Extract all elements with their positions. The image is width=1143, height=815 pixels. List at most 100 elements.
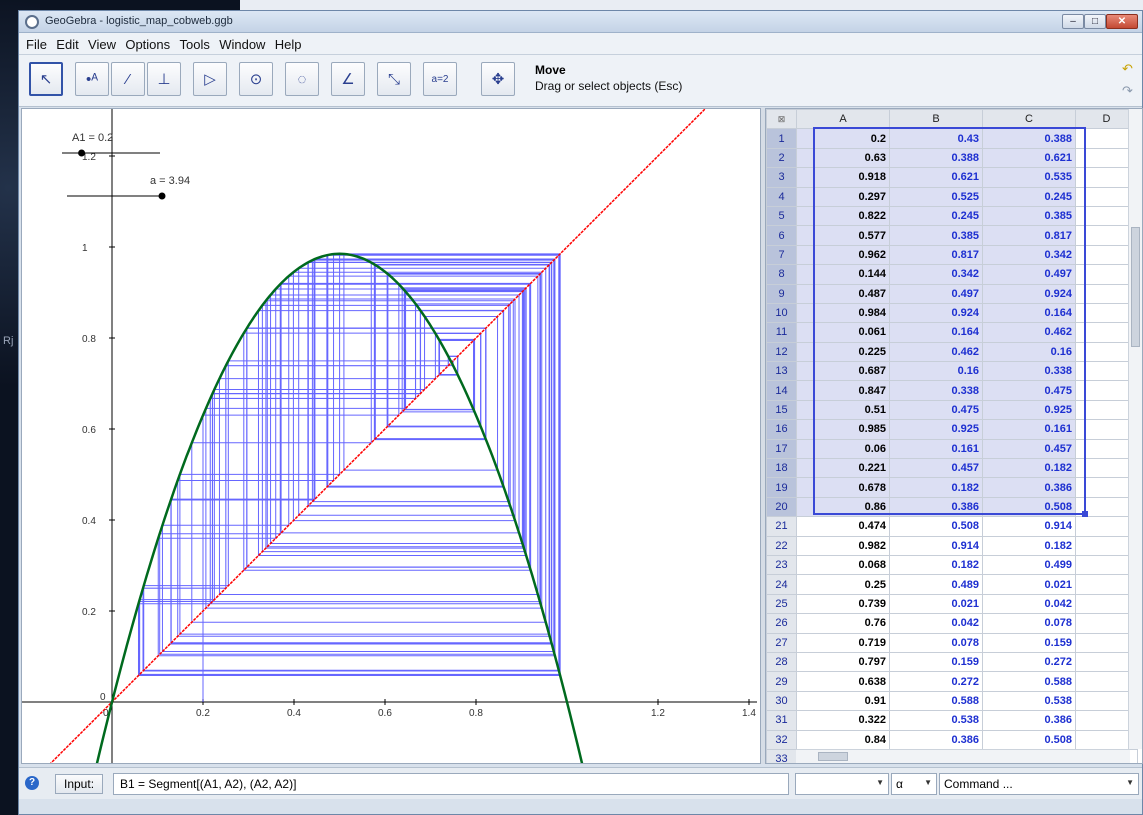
title-bar[interactable]: GeoGebra - logistic_map_cobweb.ggb – □ ✕ xyxy=(19,11,1142,33)
column-header-b[interactable]: B xyxy=(889,109,983,130)
cell-c[interactable]: 0.924 xyxy=(982,283,1076,304)
cell-c[interactable]: 0.021 xyxy=(982,574,1076,595)
cell-a[interactable]: 0.962 xyxy=(796,244,890,266)
row-header[interactable]: 31 xyxy=(766,710,797,731)
cell-a[interactable]: 0.984 xyxy=(796,302,890,324)
row-header[interactable]: 9 xyxy=(766,283,797,304)
fill-handle[interactable] xyxy=(1082,511,1088,517)
column-header-a[interactable]: A xyxy=(796,109,890,130)
row-header[interactable]: 28 xyxy=(766,651,797,673)
help-icon[interactable]: ? xyxy=(25,776,39,790)
cell-c[interactable]: 0.342 xyxy=(982,244,1076,266)
close-button[interactable]: ✕ xyxy=(1106,14,1138,29)
cell-b[interactable]: 0.161 xyxy=(889,438,983,460)
row-header[interactable]: 3 xyxy=(766,167,797,188)
vertical-scrollbar[interactable] xyxy=(1128,109,1142,749)
cell-a[interactable]: 0.51 xyxy=(796,399,890,421)
row-header[interactable]: 12 xyxy=(766,341,797,363)
cell-c[interactable]: 0.272 xyxy=(982,651,1076,673)
cell-b[interactable]: 0.489 xyxy=(889,574,983,595)
input-field[interactable] xyxy=(113,773,789,795)
cell-b[interactable]: 0.388 xyxy=(889,147,983,169)
cell-a[interactable]: 0.25 xyxy=(796,574,890,595)
move-tool-button[interactable]: ↖ xyxy=(29,62,63,96)
cell-b[interactable]: 0.497 xyxy=(889,283,983,304)
row-header[interactable]: 32 xyxy=(766,729,797,750)
cell-b[interactable]: 0.588 xyxy=(889,690,983,712)
cell-b[interactable]: 0.43 xyxy=(889,128,983,149)
cell-c[interactable]: 0.385 xyxy=(982,205,1076,227)
row-header[interactable]: 18 xyxy=(766,458,797,479)
cell-c[interactable]: 0.538 xyxy=(982,690,1076,712)
cell-c[interactable]: 0.508 xyxy=(982,729,1076,750)
cell-b[interactable]: 0.385 xyxy=(889,225,983,246)
cell-c[interactable]: 0.499 xyxy=(982,554,1076,576)
cell-a[interactable]: 0.577 xyxy=(796,225,890,246)
row-header[interactable]: 16 xyxy=(766,419,797,440)
cell-a[interactable]: 0.487 xyxy=(796,283,890,304)
greek-dropdown[interactable]: α ▼ xyxy=(891,773,937,795)
cell-c[interactable]: 0.535 xyxy=(982,167,1076,188)
cell-a[interactable]: 0.63 xyxy=(796,147,890,169)
cell-b[interactable]: 0.164 xyxy=(889,322,983,343)
row-header[interactable]: 2 xyxy=(766,147,797,169)
cell-c[interactable]: 0.817 xyxy=(982,225,1076,246)
cell-b[interactable]: 0.462 xyxy=(889,341,983,363)
row-header[interactable]: 1 xyxy=(766,128,797,149)
menu-help[interactable]: Help xyxy=(274,37,302,52)
perpendicular-tool-button[interactable]: ⊥ xyxy=(147,62,181,96)
cell-c[interactable]: 0.164 xyxy=(982,302,1076,324)
cell-c[interactable]: 0.588 xyxy=(982,671,1076,692)
cell-c[interactable]: 0.182 xyxy=(982,535,1076,556)
row-header[interactable]: 30 xyxy=(766,690,797,712)
cell-c[interactable]: 0.914 xyxy=(982,516,1076,537)
cell-a[interactable]: 0.739 xyxy=(796,593,890,615)
row-header[interactable]: 25 xyxy=(766,593,797,615)
cell-a[interactable]: 0.297 xyxy=(796,186,890,207)
row-header[interactable]: 21 xyxy=(766,516,797,537)
cell-b[interactable]: 0.182 xyxy=(889,477,983,498)
cell-b[interactable]: 0.386 xyxy=(889,496,983,518)
cell-c[interactable]: 0.621 xyxy=(982,147,1076,169)
row-header[interactable]: 11 xyxy=(766,322,797,343)
cell-b[interactable]: 0.272 xyxy=(889,671,983,692)
menu-tools[interactable]: Tools xyxy=(179,37,210,52)
cell-b[interactable]: 0.245 xyxy=(889,205,983,227)
horizontal-scroll-thumb[interactable] xyxy=(818,752,848,761)
cell-b[interactable]: 0.457 xyxy=(889,458,983,479)
row-header[interactable]: 20 xyxy=(766,496,797,518)
cell-a[interactable]: 0.06 xyxy=(796,438,890,460)
cell-b[interactable]: 0.621 xyxy=(889,167,983,188)
cell-b[interactable]: 0.021 xyxy=(889,593,983,615)
menu-view[interactable]: View xyxy=(88,37,116,52)
cell-c[interactable]: 0.475 xyxy=(982,380,1076,401)
row-header[interactable]: 15 xyxy=(766,399,797,421)
row-header[interactable]: 4 xyxy=(766,186,797,207)
cell-b[interactable]: 0.182 xyxy=(889,554,983,576)
cell-b[interactable]: 0.338 xyxy=(889,380,983,401)
cell-a[interactable]: 0.678 xyxy=(796,477,890,498)
cell-a[interactable]: 0.797 xyxy=(796,651,890,673)
cell-c[interactable]: 0.386 xyxy=(982,710,1076,731)
cell-c[interactable]: 0.386 xyxy=(982,477,1076,498)
row-header[interactable]: 17 xyxy=(766,438,797,460)
cell-c[interactable]: 0.462 xyxy=(982,322,1076,343)
cell-b[interactable]: 0.386 xyxy=(889,729,983,750)
cell-a[interactable]: 0.918 xyxy=(796,167,890,188)
row-header[interactable]: 14 xyxy=(766,380,797,401)
cell-b[interactable]: 0.508 xyxy=(889,516,983,537)
angle-tool-button[interactable]: ∠ xyxy=(331,62,365,96)
cell-b[interactable]: 0.914 xyxy=(889,535,983,556)
horizontal-scrollbar[interactable] xyxy=(796,749,1130,763)
row-header[interactable]: 24 xyxy=(766,574,797,595)
cell-c[interactable]: 0.388 xyxy=(982,128,1076,149)
cell-c[interactable]: 0.245 xyxy=(982,186,1076,207)
reflect-tool-button[interactable]: ⤡ xyxy=(377,62,411,96)
cell-a[interactable]: 0.985 xyxy=(796,419,890,440)
cell-a[interactable]: 0.061 xyxy=(796,322,890,343)
menu-window[interactable]: Window xyxy=(219,37,266,52)
cell-c[interactable]: 0.078 xyxy=(982,613,1076,634)
row-header[interactable]: 23 xyxy=(766,554,797,576)
maximize-button[interactable]: □ xyxy=(1084,14,1106,29)
menu-edit[interactable]: Edit xyxy=(56,37,79,52)
